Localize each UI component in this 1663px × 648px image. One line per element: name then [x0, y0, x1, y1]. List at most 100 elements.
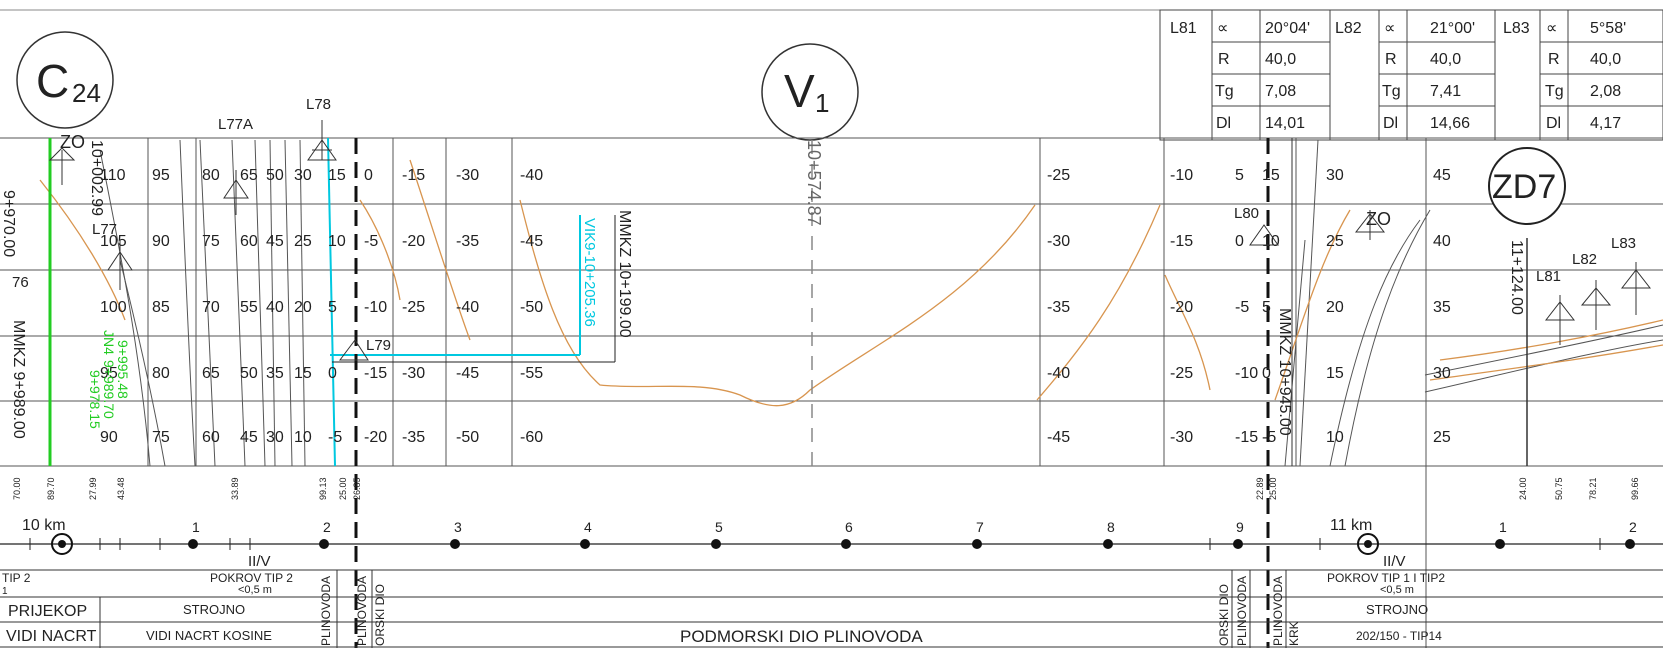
- depth-value-col4-1: -35: [456, 233, 479, 250]
- marker-v1-letter: V: [784, 65, 815, 117]
- label-l77a: L77A: [218, 116, 253, 133]
- km-number-3: 4: [584, 519, 592, 535]
- vertical-label-7: KRK: [1287, 621, 1301, 646]
- offset-tick-2: 27.99: [88, 477, 98, 500]
- chainage-v1: 10+574.87: [804, 140, 824, 226]
- chainage-mmkz-mid: MMKZ 10+199.00: [616, 210, 633, 338]
- label-l78: L78: [306, 96, 331, 113]
- depth-value-col5-2: -50: [520, 299, 543, 316]
- depth-value-col6-0: -25: [1047, 167, 1070, 184]
- depth-value-col7-2: -20: [1170, 299, 1193, 316]
- label-l79: L79: [366, 337, 391, 354]
- pipe-route: [327, 137, 581, 467]
- depth-value-col10-4: 10: [1326, 429, 1344, 446]
- alpha-header: ∝: [1217, 20, 1228, 37]
- depth-value-left_f-4: 10: [294, 429, 312, 446]
- marker-v1: V 1: [761, 43, 859, 141]
- method-right: STROJNO: [1366, 602, 1428, 617]
- cover-right: POKROV TIP 1 I TIP2: [1327, 571, 1445, 585]
- depth-value-col3-0: -15: [402, 167, 425, 184]
- depth-value-left_a-3: 95: [100, 365, 118, 382]
- depth-value-left_b-1: 90: [152, 233, 170, 250]
- offset-tick-0: 70.00: [12, 477, 22, 500]
- depth-value-col8-1: 0: [1235, 233, 1244, 250]
- offset-tick-3: 43.48: [116, 477, 126, 500]
- depth-value-col4-3: -45: [456, 365, 479, 382]
- depth-value-col1-4: -5: [328, 429, 342, 446]
- km-label-10: 10 km: [22, 517, 66, 534]
- marker-zd7: ZD7: [1488, 147, 1566, 225]
- offset-tick-4: 33.89: [230, 477, 240, 500]
- depth-value-left_f-3: 15: [294, 365, 312, 382]
- depth-value-col2-4: -20: [364, 429, 387, 446]
- profile-grid: [0, 137, 1663, 648]
- depth-value-col3-1: -20: [402, 233, 425, 250]
- offset-tick-11: 50.75: [1554, 477, 1564, 500]
- curve-name-l81: L81: [1170, 20, 1197, 37]
- depth-value-left_c-1: 75: [202, 233, 220, 250]
- depth-value-left_a-0: 110: [100, 167, 126, 184]
- depth-value-col11-2: 35: [1433, 299, 1451, 316]
- depth-value-col10-2: 20: [1326, 299, 1344, 316]
- km-number-5: 6: [845, 519, 853, 535]
- depth-value-left_d-3: 50: [240, 365, 258, 382]
- offset-tick-8: 22.89: [1255, 477, 1265, 500]
- pipe-vik-outline: [332, 215, 616, 363]
- depth-value-col7-4: -30: [1170, 429, 1193, 446]
- cover-right-sub: <0,5 m: [1380, 584, 1414, 596]
- label-76: 76: [12, 274, 29, 291]
- depth-value-col5-0: -40: [520, 167, 543, 184]
- depth-value-col3-2: -25: [402, 299, 425, 316]
- offset-tick-7: 26.85: [352, 477, 362, 500]
- pole-symbols: [48, 120, 1652, 361]
- depth-value-col11-3: 30: [1433, 365, 1451, 382]
- km-hectometre-labels: 1 2 3 4 5 6 7 8 9 1 2: [192, 519, 1637, 535]
- tip-left-2: 1: [2, 586, 8, 597]
- label-l77: L77: [92, 221, 117, 238]
- depth-value-left_d-2: 55: [240, 299, 258, 316]
- label-l80: L80: [1234, 205, 1259, 222]
- offset-tick-1: 89.70: [46, 477, 56, 500]
- depth-value-col4-2: -40: [456, 299, 479, 316]
- depth-value-left_c-4: 60: [202, 429, 220, 446]
- depth-value-col10-1: 25: [1326, 233, 1344, 250]
- depth-value-col4-4: -50: [456, 429, 479, 446]
- vertical-label-6: PLINOVODA: [1271, 576, 1285, 646]
- km-number-8: 9: [1236, 519, 1244, 535]
- label-l83: L83: [1611, 235, 1636, 252]
- depth-value-left_c-0: 80: [202, 167, 220, 184]
- km-number-7: 8: [1107, 519, 1115, 535]
- dl-header: Dl: [1546, 115, 1561, 132]
- cover-left-sub: <0,5 m: [238, 584, 272, 596]
- r-value-l82: 40,0: [1430, 51, 1461, 68]
- depth-values: 1101051009590959085807580757065606560555…: [100, 167, 1451, 446]
- depth-value-col11-0: 45: [1433, 167, 1451, 184]
- curve-name-l83: L83: [1503, 20, 1530, 37]
- depth-value-left_b-0: 95: [152, 167, 170, 184]
- alpha-header: ∝: [1546, 20, 1557, 37]
- class-left: II/V: [248, 553, 271, 570]
- cover-left: POKROV TIP 2: [210, 571, 293, 585]
- km-number-1: 2: [323, 519, 331, 535]
- depth-value-col8-4: -15: [1235, 429, 1258, 446]
- chainage-mmkz-left: MMKZ 9+989.00: [10, 320, 27, 439]
- dl-value-l83: 4,17: [1590, 115, 1621, 132]
- alpha-value-l83: 5°58': [1590, 20, 1626, 37]
- depth-value-col9-4: -5: [1262, 429, 1276, 446]
- depth-value-left_a-2: 100: [100, 299, 127, 316]
- offset-tick-13: 99.66: [1630, 477, 1640, 500]
- depth-value-col5-1: -45: [520, 233, 543, 250]
- chainage-vik: VIK9-10+205.36: [581, 218, 598, 327]
- cut-type: PRIJEKOP: [8, 603, 87, 620]
- depth-value-col2-1: -5: [364, 233, 378, 250]
- depth-value-col2-3: -15: [364, 365, 387, 382]
- tg-header: Tg: [1545, 83, 1564, 100]
- tg-value-l83: 2,08: [1590, 83, 1621, 100]
- km-number-10: 2: [1629, 519, 1637, 535]
- depth-value-col8-2: -5: [1235, 299, 1249, 316]
- chainage-mmkz-right: MMKZ 10+945.00: [1276, 308, 1293, 436]
- depth-value-left_b-3: 80: [152, 365, 170, 382]
- depth-value-col7-3: -25: [1170, 365, 1193, 382]
- see-slope-plan: VIDI NACRT KOSINE: [146, 628, 272, 643]
